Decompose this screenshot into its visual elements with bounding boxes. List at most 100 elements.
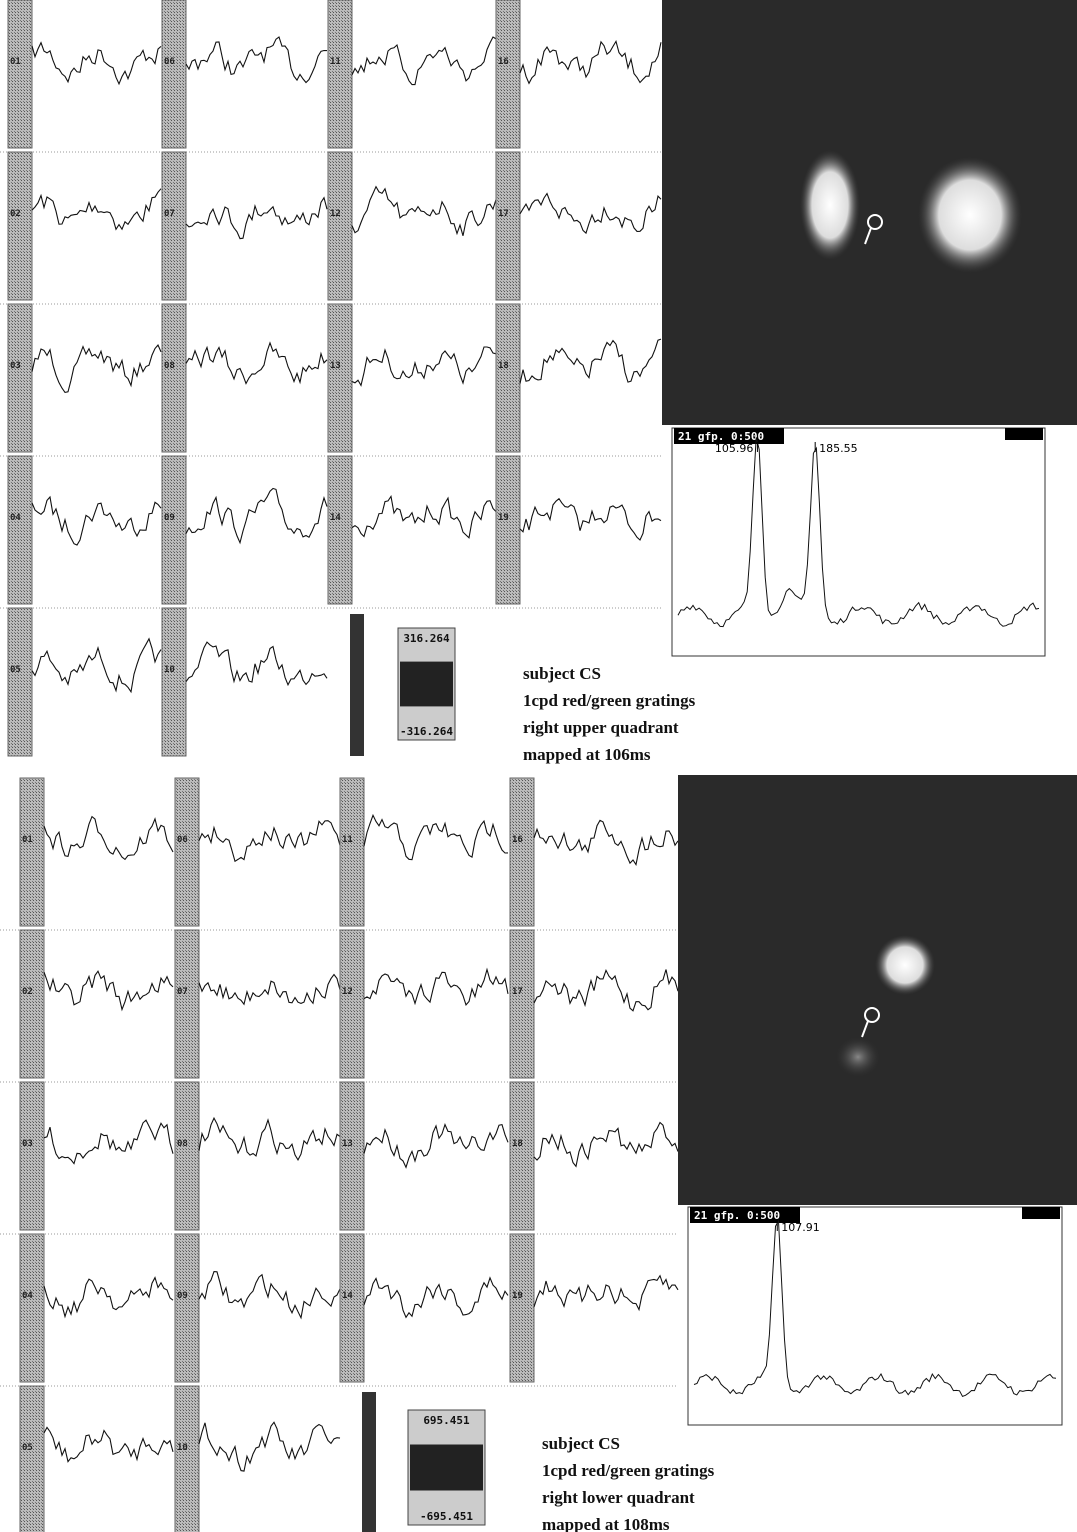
channel-bar [510, 1082, 534, 1230]
eeg-trace [199, 1118, 340, 1160]
channel-label: 03 [22, 1139, 33, 1149]
eeg-trace [520, 499, 661, 540]
eeg-trace [32, 639, 161, 692]
activation-blob [800, 150, 860, 260]
caption-line: mapped at 108ms [542, 1515, 670, 1532]
colorbar-strip [362, 1392, 376, 1532]
channel-label: 17 [498, 209, 509, 219]
gfp-box [688, 1207, 1062, 1425]
eeg-trace [352, 347, 496, 385]
channel-bar [328, 304, 352, 452]
eeg-trace [534, 1276, 678, 1310]
channel-label: 17 [512, 987, 523, 997]
scale-max: 695.451 [423, 1414, 470, 1427]
eeg-trace [352, 187, 496, 236]
caption-line: subject CS [542, 1434, 620, 1453]
channel-bar [496, 0, 520, 148]
eeg-trace [534, 1123, 678, 1167]
eeg-trace [364, 1125, 508, 1168]
channel-bar [8, 0, 32, 148]
channel-label: 14 [342, 1291, 353, 1301]
caption-line: 1cpd red/green gratings [523, 691, 696, 710]
channel-label: 16 [498, 57, 509, 67]
peak-label: 105.96 [715, 442, 754, 455]
channel-label: 02 [22, 987, 33, 997]
channel-label: 06 [164, 57, 175, 67]
channel-bar [340, 1234, 364, 1382]
channel-label: 13 [342, 1139, 353, 1149]
channel-label: 09 [164, 513, 175, 523]
eeg-trace [199, 1422, 340, 1471]
channel-bar [162, 456, 186, 604]
eeg-trace [534, 970, 678, 1011]
channel-label: 04 [22, 1291, 33, 1301]
activation-blob [875, 935, 935, 995]
channel-label: 08 [164, 361, 175, 371]
channel-label: 11 [330, 57, 341, 67]
channel-label: 10 [177, 1443, 188, 1453]
channel-bar [510, 930, 534, 1078]
channel-bar [175, 1386, 199, 1532]
caption-line: subject CS [523, 664, 601, 683]
eeg-trace [186, 343, 327, 384]
eeg-trace [520, 194, 661, 234]
activation-blob [836, 1037, 880, 1077]
channel-bar [496, 304, 520, 452]
activation-blob [918, 157, 1022, 273]
eeg-trace [534, 820, 678, 864]
channel-bar [20, 930, 44, 1078]
eeg-trace [44, 1120, 173, 1164]
channel-label: 07 [164, 209, 175, 219]
eeg-trace [32, 43, 161, 84]
channel-bar [340, 1082, 364, 1230]
channel-label: 05 [10, 665, 21, 675]
channel-bar [162, 608, 186, 756]
channel-label: 09 [177, 1291, 188, 1301]
channel-bar [20, 1386, 44, 1532]
eeg-trace [32, 497, 161, 545]
channel-bar [162, 304, 186, 452]
channel-bar [340, 930, 364, 1078]
caption-line: right upper quadrant [523, 718, 679, 737]
channel-bar [340, 778, 364, 926]
eeg-trace [364, 1278, 508, 1318]
channel-label: 11 [342, 835, 353, 845]
channel-bar [328, 0, 352, 148]
peak-label: 185.55 [819, 442, 858, 455]
eeg-trace [352, 37, 496, 85]
eeg-trace [364, 970, 508, 1005]
channel-label: 03 [10, 361, 21, 371]
figure: 010203040506070809101112131416171819316.… [0, 0, 1077, 1532]
scale-dark [400, 662, 453, 707]
channel-bar [175, 1082, 199, 1230]
channel-bar [328, 152, 352, 300]
channel-label: 02 [10, 209, 21, 219]
channel-bar [510, 1234, 534, 1382]
channel-label: 18 [498, 361, 509, 371]
brain-map [678, 775, 1077, 1205]
eeg-trace [520, 41, 661, 83]
eeg-trace [44, 817, 173, 860]
channel-label: 13 [330, 361, 341, 371]
channel-label: 18 [512, 1139, 523, 1149]
channel-label: 06 [177, 835, 188, 845]
colorbar-strip [350, 614, 364, 756]
channel-label: 01 [10, 57, 21, 67]
gfp-control [1022, 1207, 1060, 1219]
channel-bar [8, 152, 32, 300]
scale-dark [410, 1445, 483, 1491]
channel-bar [175, 778, 199, 926]
channel-bar [175, 930, 199, 1078]
gfp-box [672, 428, 1045, 656]
channel-label: 05 [22, 1443, 33, 1453]
channel-label: 16 [512, 835, 523, 845]
eeg-trace [44, 1427, 173, 1461]
gfp-control [1005, 428, 1043, 440]
eeg-trace [199, 1272, 340, 1318]
channel-bar [20, 1234, 44, 1382]
channel-label: 10 [164, 665, 175, 675]
channel-label: 07 [177, 987, 188, 997]
channel-label: 19 [498, 513, 509, 523]
channel-label: 12 [330, 209, 341, 219]
eeg-trace [186, 489, 327, 543]
